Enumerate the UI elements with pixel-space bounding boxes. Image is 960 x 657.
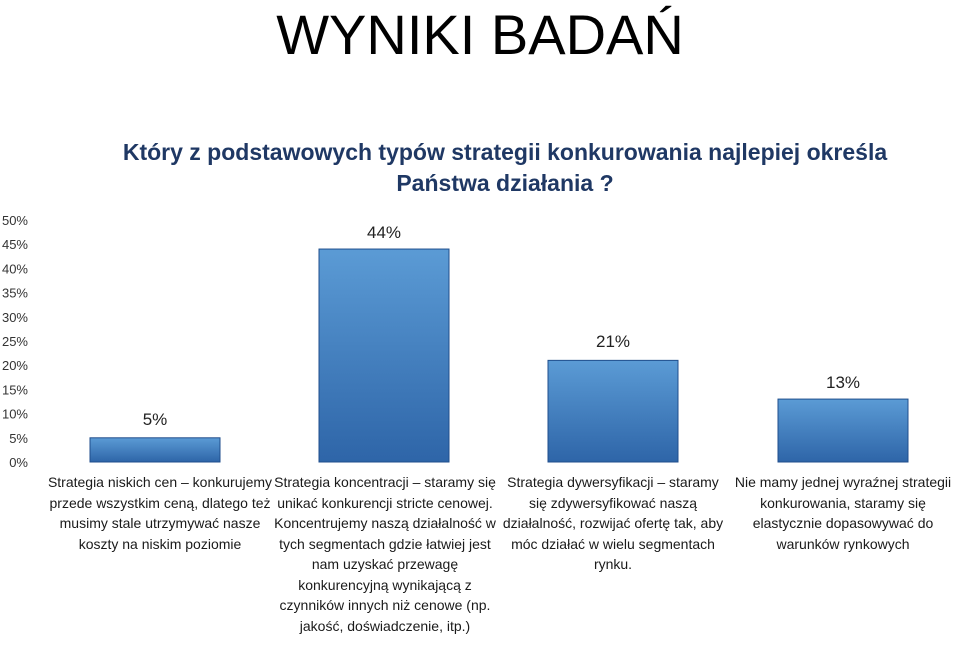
x-category-label: Strategia dywersyfikacji – staramy się z… — [502, 474, 724, 572]
data-label: 44% — [367, 223, 401, 242]
y-tick-label: 40% — [2, 261, 28, 276]
bar — [777, 398, 909, 463]
x-category-label: Strategia koncentracji – staramy się uni… — [274, 474, 496, 634]
y-tick-label: 0% — [9, 455, 28, 470]
bar — [89, 437, 221, 463]
y-tick-label: 5% — [9, 431, 28, 446]
y-tick-label: 35% — [2, 286, 28, 301]
y-tick-label: 15% — [2, 382, 28, 397]
y-tick-label: 20% — [2, 358, 28, 373]
bar — [318, 248, 450, 463]
data-label: 13% — [826, 373, 860, 392]
y-tick-label: 50% — [2, 213, 28, 228]
x-category-label: Nie mamy jednej wyraźnej strategii konku… — [734, 474, 952, 552]
chart-subtitle: Który z podstawowych typów strategii kon… — [122, 139, 888, 196]
bar — [547, 359, 679, 463]
y-tick-label: 45% — [2, 237, 28, 252]
y-tick-label: 30% — [2, 310, 28, 325]
data-label: 21% — [596, 332, 630, 351]
data-label: 5% — [143, 410, 168, 429]
y-tick-label: 25% — [2, 334, 28, 349]
y-tick-label: 10% — [2, 407, 28, 422]
page-title: WYNIKI BADAŃ — [276, 3, 684, 66]
x-category-label: Strategia niskich cen – konkurujemy prze… — [47, 474, 273, 552]
